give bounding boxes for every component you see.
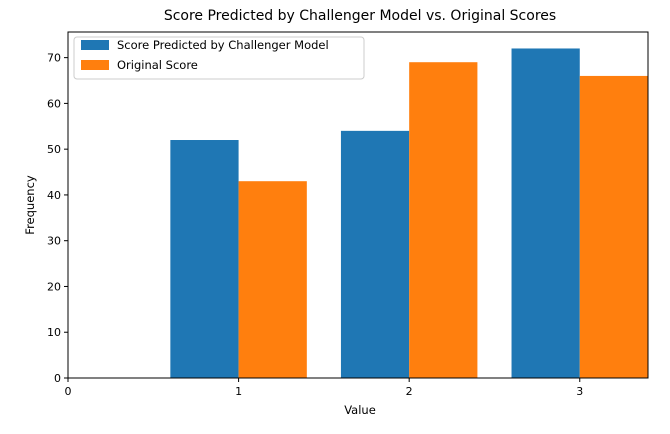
x-axis-label: Value: [344, 403, 376, 417]
y-tick-label: 70: [47, 52, 61, 65]
x-tick-label: 3: [576, 385, 583, 398]
y-tick-label: 10: [47, 326, 61, 339]
legend: Score Predicted by Challenger Model Orig…: [73, 36, 365, 80]
y-tick-label: 0: [54, 372, 61, 385]
y-axis-label: Frequency: [23, 175, 37, 235]
legend-label-original: Original Score: [117, 58, 198, 72]
y-axis-ticks: 0 10 20 30 40 50 60 70: [47, 52, 68, 385]
bar-challenger-1: [170, 140, 239, 378]
legend-swatch-challenger: [81, 40, 109, 50]
bar-challenger-2: [340, 130, 410, 378]
bar-original-3: [579, 75, 648, 378]
y-tick-label: 20: [47, 280, 61, 293]
legend-swatch-original: [81, 60, 109, 70]
y-tick-label: 30: [47, 235, 61, 248]
y-tick-label: 40: [47, 189, 61, 202]
y-tick-label: 60: [47, 97, 61, 110]
bar-original-1: [238, 181, 307, 378]
x-tick-label: 1: [235, 385, 242, 398]
y-tick-label: 50: [47, 143, 61, 156]
chart-title: Score Predicted by Challenger Model vs. …: [164, 8, 556, 24]
x-axis-ticks: 0 1 2 3: [65, 378, 583, 398]
x-tick-label: 2: [406, 385, 413, 398]
bars-group: [170, 48, 648, 378]
legend-box: [73, 36, 365, 80]
x-tick-label: 0: [65, 385, 72, 398]
bar-original-2: [409, 62, 478, 378]
bar-challenger-3: [511, 48, 580, 378]
plot-frame: [67, 31, 649, 379]
legend-label-challenger: Score Predicted by Challenger Model: [117, 38, 329, 52]
